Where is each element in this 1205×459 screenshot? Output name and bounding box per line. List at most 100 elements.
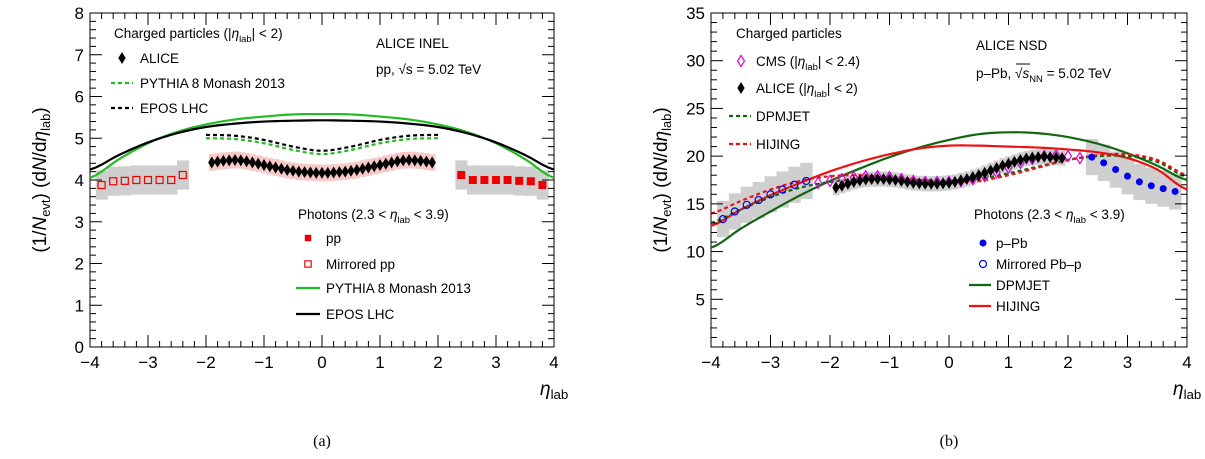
syst-box [107,166,120,196]
series-line-pythia-8-monash-2013-dashed [205,137,439,156]
legend-label-mirrored-pp: Mirrored pp [326,257,395,272]
data-point [370,160,378,173]
data-point [862,173,870,186]
legend-label-mirrored-pbp: Mirrored Pb–p [996,257,1082,272]
x-tick-label: 2 [1063,353,1072,372]
data-point [1100,159,1108,167]
data-point [109,177,118,186]
x-tick-label: 0 [317,353,326,372]
legend-charged-header: Charged particles [736,26,842,41]
x-tick-label: −1 [880,353,899,372]
legend-label-hijing-dashed: HIJING [756,137,800,152]
data-point [718,215,728,224]
syst-box [177,160,190,190]
data-point [856,174,864,187]
legend-marker-cms [736,54,746,68]
x-tick-label: 3 [491,353,500,372]
data-point [939,177,947,190]
data-point [778,185,787,194]
data-point [248,156,257,169]
data-point [1016,153,1025,166]
y-tick-label: 30 [686,52,705,71]
y-tick-label: 2 [75,255,84,274]
legend-label-dpmjet: DPMJET [996,278,1050,293]
annotation-system: p–Pb, √sNN = 5.02 TeV [976,66,1111,85]
data-point [1088,153,1096,161]
data-point [324,166,332,179]
data-point [364,161,373,174]
series-line-dpmjet-solid [710,131,1188,249]
legend-label-epos: EPOS LHC [326,307,395,322]
x-tick-label: 1 [375,353,384,372]
data-point [155,175,164,185]
x-tick-label: 2 [433,353,442,372]
data-point [457,170,466,179]
data-point [1075,151,1085,165]
data-point [358,162,367,175]
data-point [480,176,489,184]
legend-label-pythia-dashed: PYTHIA 8 Monash 2013 [140,76,285,91]
data-point [1171,187,1179,195]
data-point [975,169,983,182]
data-point [838,179,846,192]
data-point [790,180,799,189]
legend-label-cms: CMS (|ηlab| < 2.4) [756,54,860,73]
data-point [897,174,906,187]
x-tick-label: 3 [1123,353,1132,372]
data-point [969,171,977,184]
data-point [399,154,407,167]
data-point [422,155,431,168]
data-point [945,176,953,189]
panel-b: −4 −3 −2 −1 0 1 2 3 4 5 10 15 20 25 30 35 ηlab (1/Nevt) (… [651,4,1201,450]
x-tick-label: −2 [820,353,839,372]
data-point [1112,166,1120,174]
data-point [289,164,297,177]
data-point [1052,151,1060,164]
annotation-system: pp, √s = 5.02 TeV [376,62,481,77]
data-point [873,173,882,186]
annotation-alice-nsd: ALICE NSD [976,38,1048,53]
data-point [416,154,425,167]
legend-label-ppb: p–Pb [996,236,1028,251]
data-point [260,158,268,171]
series-line-epos-lhc-dashed [205,133,439,152]
data-point [393,155,402,168]
data-point [1022,152,1031,165]
panel-caption: (a) [313,433,331,450]
legend-marker-mirrored-pbp [978,259,988,269]
legend-label-alice: ALICE [140,51,179,66]
data-point [312,166,320,179]
data-point [879,173,888,186]
data-point [957,174,965,187]
data-point [225,154,233,167]
data-point [295,165,303,178]
data-point [515,176,524,185]
data-point [850,175,858,188]
x-tick-label: −1 [254,353,273,372]
legend-label-pp: pp [326,231,341,246]
data-point [1040,150,1048,163]
y-tick-label: 15 [686,195,705,214]
data-point [266,160,274,173]
data-point [885,173,894,186]
syst-box [165,165,178,195]
data-point [921,177,929,190]
data-point [1046,151,1054,164]
data-point [1159,185,1167,193]
y-tick-label: 20 [686,147,705,166]
data-point [382,157,390,170]
y-axis-label: (1/Nevt) (dN/dηlab) [651,107,674,252]
y-tick-label: 5 [75,129,84,148]
data-point [986,164,995,177]
series-line-hijing-dashed [710,152,1188,215]
data-point [998,159,1007,172]
data-point [167,175,176,185]
x-tick-label: 0 [944,353,953,372]
legend-marker-alice [118,52,126,64]
y-tick-label: 35 [686,4,705,23]
y-tick-label: 6 [75,88,84,107]
data-point [981,166,989,179]
data-point [1124,172,1131,180]
syst-box [142,165,155,195]
legend-photons-header: Photons (2.3 < ηlab < 3.9) [974,207,1125,226]
